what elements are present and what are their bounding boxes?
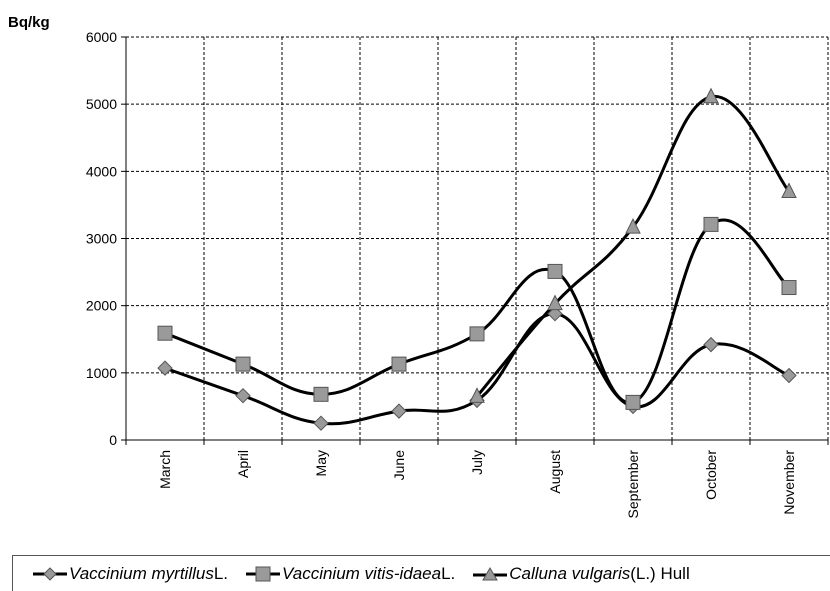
diamond-marker-icon: [33, 566, 67, 581]
data-point-vaccinium-vitis-idaea: [313, 386, 329, 402]
x-tick-label: October: [703, 450, 719, 500]
y-tick-label: 4000: [86, 163, 117, 179]
y-axis-label: Bq/kg: [8, 14, 50, 31]
y-tick-label: 0: [109, 432, 117, 448]
y-axis: 0 1000 2000 3000 4000 5000 6000: [86, 29, 127, 448]
data-point-calluna-vulgaris: [625, 217, 641, 234]
data-point-vaccinium-vitis-idaea: [781, 280, 797, 296]
data-point-vaccinium-vitis-idaea: [703, 216, 719, 232]
data-point-vaccinium-vitis-idaea: [625, 394, 641, 410]
data-point-vaccinium-myrtillus: [703, 336, 719, 353]
legend-item-calluna-vulgaris: Calluna vulgaris (L.) Hull: [473, 563, 690, 584]
data-point-vaccinium-vitis-idaea: [235, 356, 251, 372]
data-point-calluna-vulgaris: [781, 182, 797, 198]
legend-item-vaccinium-vitis-idaea: Vaccinium vitis-idaea L.: [246, 564, 455, 584]
data-point-vaccinium-myrtillus: [781, 367, 797, 384]
data-point-vaccinium-vitis-idaea: [391, 356, 407, 372]
plot-grid: [126, 36, 829, 440]
y-tick-label: 5000: [86, 96, 117, 112]
data-point-vaccinium-myrtillus: [313, 415, 329, 431]
x-tick-label: March: [157, 450, 173, 489]
series-markers: [157, 87, 797, 431]
y-tick-label: 3000: [86, 231, 117, 247]
legend: Vaccinium myrtillus L. Vaccinium vitis-i…: [12, 555, 830, 591]
legend-label-rest: L.: [441, 563, 456, 583]
data-point-vaccinium-vitis-idaea: [547, 263, 563, 279]
x-axis: March April May June July August September Octo…: [125, 439, 829, 519]
data-point-vaccinium-myrtillus: [235, 387, 251, 404]
series-line-vaccinium-myrtillus: [164, 312, 790, 426]
data-point-vaccinium-myrtillus: [391, 403, 407, 419]
data-point-vaccinium-myrtillus: [157, 360, 173, 376]
y-tick-label: 6000: [86, 29, 117, 45]
data-point-calluna-vulgaris: [469, 387, 485, 403]
square-marker-icon: [246, 566, 281, 581]
y-tick-label: 1000: [86, 365, 117, 381]
series-line-vaccinium-vitis-idaea: [164, 218, 791, 404]
x-tick-label: July: [469, 450, 485, 475]
series-line-calluna-vulgaris: [475, 95, 791, 398]
line-chart: 0 1000 2000 3000 4000 5000 6000 March April May J…: [86, 29, 829, 519]
x-tick-label: November: [781, 450, 797, 515]
y-tick-label: 2000: [86, 298, 117, 314]
legend-item-vaccinium-myrtillus: Vaccinium myrtillus L.: [33, 564, 228, 584]
legend-label-rest: (L.) Hull: [630, 563, 690, 583]
legend-label-rest: L.: [213, 563, 229, 583]
x-tick-label: April: [235, 450, 251, 478]
legend-label-italic: Vaccinium vitis-idaea: [282, 563, 442, 583]
triangle-marker-icon: [473, 566, 508, 580]
legend-label-italic: Calluna vulgaris: [509, 563, 631, 583]
x-tick-label: May: [313, 450, 329, 476]
data-point-vaccinium-vitis-idaea: [157, 325, 173, 341]
data-point-vaccinium-myrtillus: [547, 306, 563, 322]
data-point-calluna-vulgaris: [547, 294, 563, 311]
data-point-calluna-vulgaris: [703, 87, 719, 104]
x-tick-label: June: [391, 450, 407, 481]
data-point-vaccinium-vitis-idaea: [469, 326, 485, 342]
series-lines: [164, 95, 791, 426]
legend-label-italic: Vaccinium myrtillus: [69, 563, 214, 583]
x-tick-label: August: [547, 450, 563, 494]
x-tick-label: September: [625, 450, 641, 519]
